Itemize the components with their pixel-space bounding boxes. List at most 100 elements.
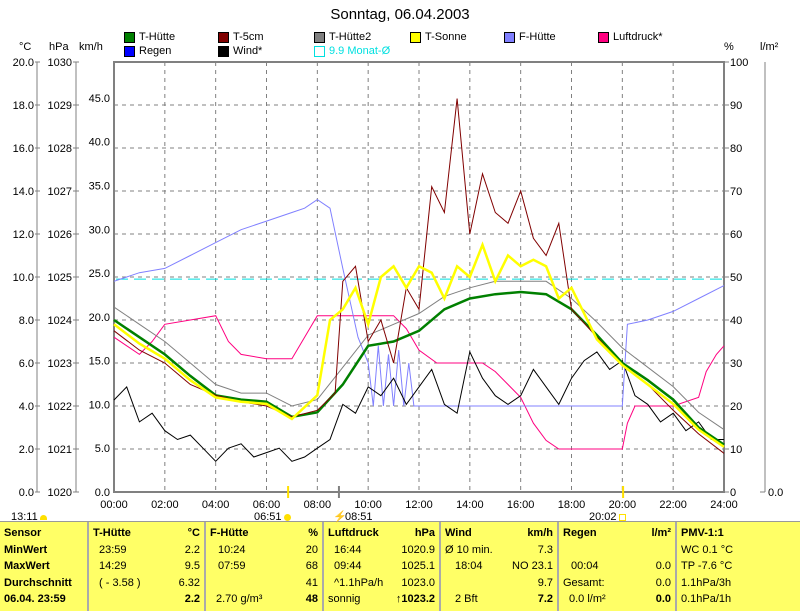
x-tick-label: 02:00	[151, 499, 179, 511]
legend-label: T-Hütte2	[329, 31, 372, 43]
cell-value: 7.2	[537, 593, 553, 605]
pressure-tick-label: 1025	[48, 272, 72, 284]
legend-label: F-Hütte	[519, 31, 556, 43]
wind-tick-label: 5.0	[95, 443, 110, 455]
temp-tick-label: 14.0	[13, 186, 34, 198]
temp-tick-label: 16.0	[13, 143, 34, 155]
pressure-tick-label: 1024	[48, 315, 72, 327]
rain-tick-label: 0.0	[768, 487, 783, 499]
legend-t-5cm: T-5cm	[218, 31, 264, 43]
cell-value: 9.7	[537, 576, 553, 589]
wind-tick-label: 30.0	[89, 224, 110, 236]
unit-wind: km/h	[79, 41, 103, 53]
humidity-tick-label: 0	[730, 487, 736, 499]
wind-tick-label: 45.0	[89, 93, 110, 105]
pressure-tick-label: 1027	[48, 186, 72, 198]
col-luftdruck: Luftdruck hPa 16:44 1020.9 09:44 1025.1 ^1.…	[324, 522, 441, 611]
marker-sunrise-time: 06:51	[254, 511, 282, 523]
legend-swatch	[314, 31, 325, 43]
cell-value: TP -7.6 °C	[681, 560, 733, 572]
pressure-tick-label: 1030	[48, 57, 72, 69]
col-regen: Regen l/m² 00:04 0.0 Gesamt: 0.0 0.0 l/m² 0.…	[559, 522, 677, 611]
cell-value: 0.0	[655, 593, 671, 605]
series-line-wind-	[113, 350, 724, 463]
pressure-tick-label: 1029	[48, 100, 72, 112]
col-header: Regen	[563, 527, 597, 539]
legend-swatch	[504, 31, 515, 43]
humidity-tick-label: 50	[730, 272, 742, 284]
temp-tick-label: 6.0	[19, 358, 34, 370]
wind-tick-label: 35.0	[89, 180, 110, 192]
legend-swatch	[124, 45, 135, 57]
col-unit: l/m²	[651, 527, 671, 539]
marker-mid-time: 08:51	[345, 511, 373, 523]
temp-tick-label: 18.0	[13, 100, 34, 112]
temp-tick-label: 0.0	[19, 487, 34, 499]
temp-tick-label: 2.0	[19, 444, 34, 456]
statistics-panel: Sensor MinWert MaxWert Durchschnitt 06.0…	[0, 521, 800, 611]
legend-swatch	[598, 31, 609, 43]
humidity-tick-label: 30	[730, 358, 742, 370]
marker-sunset-time: 20:02	[589, 511, 617, 523]
cell-time: 0.0 l/m²	[569, 593, 606, 605]
x-tick-label: 10:00	[354, 499, 382, 511]
series-line-t-5cm	[113, 98, 725, 454]
cell-value: 1.1hPa/3h	[681, 576, 732, 589]
col-unit: %	[308, 527, 318, 539]
legend-swatch	[410, 31, 421, 43]
x-tick-label: 06:00	[253, 499, 281, 511]
temp-tick-label: 12.0	[13, 229, 34, 241]
col-header: T-Hütte	[93, 527, 131, 539]
legend-t-huette2: T-Hütte2	[314, 31, 371, 43]
col-t-huette: T-Hütte °C 23:59 2.2 14:29 9.5 ( - 3.58 ) 6.…	[89, 522, 206, 611]
cell-time: ( - 3.58 )	[99, 576, 141, 589]
wind-tick-label: 40.0	[89, 137, 110, 149]
legend-regen: Regen	[124, 45, 171, 57]
cell-time: ^1.1hPa/h	[334, 576, 384, 589]
col-header: Wind	[445, 527, 472, 539]
series-line-luftdruck-	[113, 315, 725, 450]
x-tick-label: 04:00	[202, 499, 230, 511]
humidity-tick-label: 40	[730, 315, 742, 327]
x-tick-label: 14:00	[456, 499, 484, 511]
temp-tick-label: 20.0	[13, 57, 34, 69]
legend-label: T-Hütte	[139, 31, 176, 43]
legend-f-huette: F-Hütte	[504, 31, 556, 43]
cell-value: 1025.1	[401, 560, 435, 572]
col-unit: °C	[187, 527, 200, 539]
legend-label: Luftdruck*	[613, 31, 663, 43]
marker-icon: ⚡	[333, 511, 347, 523]
sunrise-icon	[284, 514, 291, 521]
unit-temp: °C	[19, 41, 32, 53]
humidity-tick-label: 20	[730, 401, 742, 413]
cell-time: 00:04	[571, 560, 599, 572]
pressure-tick-label: 1022	[48, 401, 72, 413]
unit-pressure: hPa	[49, 41, 69, 53]
humidity-tick-label: 70	[730, 186, 742, 198]
temp-tick-label: 8.0	[19, 315, 34, 327]
pressure-tick-label: 1020	[48, 487, 72, 499]
cell-time: sonnig	[328, 593, 361, 605]
row-label: 06.04. 23:59	[4, 593, 66, 605]
x-tick-label: 20:00	[609, 499, 637, 511]
col-unit: km/h	[527, 527, 553, 539]
chart-title: Sonntag, 06.04.2003	[330, 6, 470, 23]
x-tick-label: 16:00	[507, 499, 535, 511]
col-pmv: PMV-1:1 WC 0.1 °C TP -7.6 °C 1.1hPa/3h 0…	[677, 522, 800, 611]
cell-value: ↑1023.2	[395, 593, 435, 605]
col-header: F-Hütte	[210, 527, 249, 539]
legend-luftdruck: Luftdruck*	[598, 31, 663, 43]
cell-value: 2.2	[184, 543, 200, 556]
legend-t-huette: T-Hütte	[124, 31, 175, 43]
cell-value: 20	[305, 543, 318, 556]
series-line-t-sonne	[113, 241, 725, 448]
x-tick-label: 08:00	[304, 499, 332, 511]
x-tick-label: 00:00	[100, 499, 128, 511]
sunset-icon	[619, 514, 626, 521]
marker-left-time: 13:11	[11, 511, 38, 523]
cell-time: 07:59	[218, 560, 246, 572]
row-label: Durchschnitt	[4, 576, 72, 589]
moon-icon	[40, 515, 47, 520]
temp-tick-label: 4.0	[19, 401, 34, 413]
pressure-tick-label: 1026	[48, 229, 72, 241]
